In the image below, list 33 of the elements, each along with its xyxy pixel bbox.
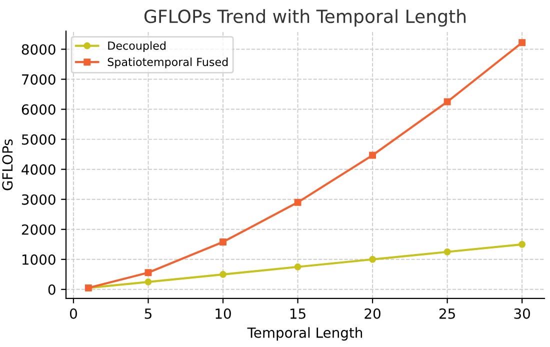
x-tick-label: 20 (364, 308, 380, 319)
x-tick-label: 10 (216, 308, 231, 319)
point (444, 98, 451, 106)
point (294, 198, 302, 206)
y-tick-label: 4000 (22, 164, 56, 175)
y-tick-label: 8000 (22, 44, 56, 55)
x-tick-label: 5 (144, 308, 152, 319)
x-tick-label: 15 (290, 308, 306, 319)
point (369, 256, 376, 263)
point (220, 270, 226, 278)
y-tick-label: 3000 (22, 194, 56, 205)
x-tick-label: 30 (514, 308, 530, 319)
legend-label: Spatiotemporal Fused (108, 58, 228, 68)
y-tick-label: 0 (48, 284, 56, 295)
point (369, 152, 376, 159)
y-axis-title: GFLOPs (2, 139, 13, 190)
point (144, 278, 152, 286)
point (144, 269, 152, 276)
point (444, 248, 451, 256)
point (518, 39, 526, 46)
y-tick-label: 6000 (22, 104, 56, 115)
point (220, 238, 226, 246)
y-tick-label: 2000 (22, 224, 56, 235)
chart-title: GFLOPs Trend with Temporal Length (144, 9, 466, 27)
y-tick-label: 7000 (22, 74, 56, 85)
x-tick-label: 0 (70, 308, 77, 319)
point (294, 263, 302, 270)
point (518, 240, 526, 248)
y-tick-label: 1000 (22, 254, 56, 265)
x-tick-label: 25 (439, 308, 455, 319)
legend-label: Decoupled (108, 41, 166, 52)
y-tick-label: 5000 (22, 134, 56, 145)
x-axis-title: Temporal Length (247, 327, 362, 341)
